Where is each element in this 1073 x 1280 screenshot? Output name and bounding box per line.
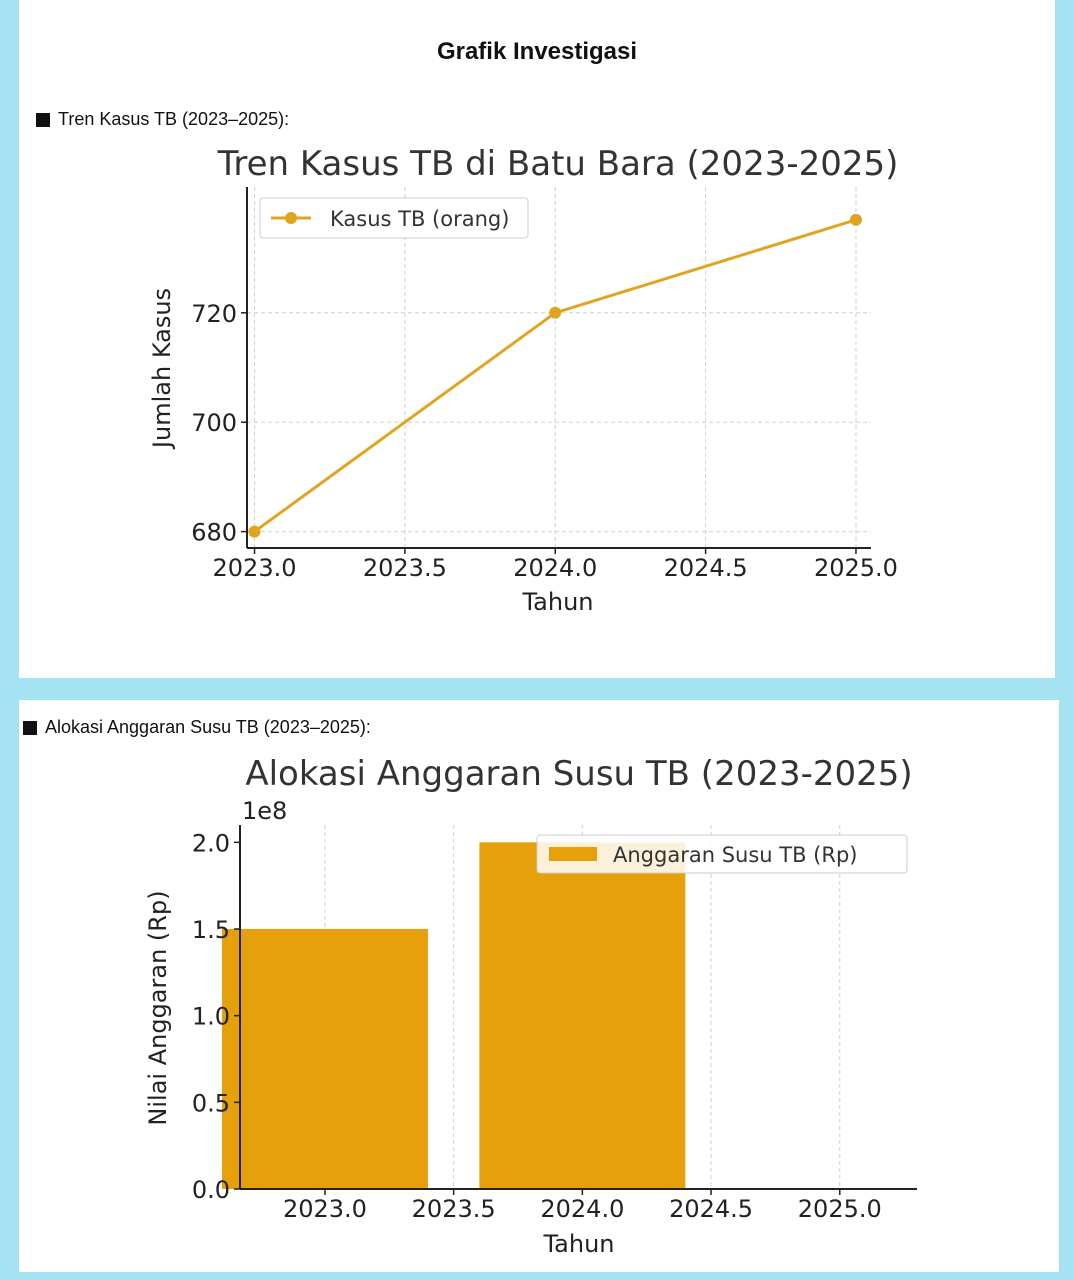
y-axis-label: Nilai Anggaran (Rp): [144, 890, 172, 1125]
square-bullet-icon: [23, 720, 37, 735]
legend-label: Anggaran Susu TB (Rp): [613, 843, 857, 867]
section-label-text: Tren Kasus TB (2023–2025):: [58, 109, 290, 129]
section-label-text: Alokasi Anggaran Susu TB (2023–2025):: [45, 717, 371, 737]
y-tick-labels: 680 700 720: [191, 300, 247, 547]
y-tick-label: 0.5: [192, 1089, 230, 1117]
bars: [221, 842, 686, 1189]
chart-panel-top: Grafik Investigasi Tren Kasus TB (2023–2…: [19, 0, 1055, 678]
x-tick-label: 2024.0: [513, 554, 597, 582]
section-label-budget: Alokasi Anggaran Susu TB (2023–2025):: [23, 717, 371, 738]
x-axis-label: Tahun: [521, 588, 593, 616]
x-tick-label: 2024.0: [540, 1195, 624, 1223]
chart-title: Tren Kasus TB di Batu Bara (2023-2025): [217, 144, 899, 184]
y-axis-label: Jumlah Kasus: [148, 288, 176, 450]
x-tick-label: 2023.5: [412, 1195, 496, 1223]
data-point: [248, 525, 261, 538]
x-tick-label: 2023.0: [213, 554, 297, 582]
x-tick-label: 2023.5: [363, 554, 447, 582]
x-tick-label: 2025.0: [798, 1195, 882, 1223]
series-points: [248, 213, 862, 538]
bar: [221, 929, 428, 1189]
y-tick-label: 1.0: [192, 1003, 230, 1031]
x-tick-labels: 2023.0 2023.5 2024.0 2024.5 2025.0: [213, 548, 898, 582]
legend-box: [536, 834, 908, 874]
data-point: [849, 213, 862, 226]
page-heading: Grafik Investigasi: [436, 38, 638, 65]
y-tick-label: 720: [191, 300, 237, 328]
y-tick-label: 680: [191, 519, 237, 547]
legend: Kasus TB (orang): [259, 197, 529, 239]
x-tick-label: 2024.5: [669, 1195, 753, 1223]
legend-marker-icon: [285, 212, 297, 224]
budget-bar-chart: Alokasi Anggaran Susu TB (2023-2025) 1e8…: [144, 754, 917, 1258]
x-tick-labels: 2023.0 2023.5 2024.0 2024.5 2025.0: [283, 1189, 882, 1223]
y-tick-label: 2.0: [192, 829, 230, 857]
data-point: [549, 306, 562, 319]
grid-lines: [247, 187, 871, 548]
legend-box: [259, 197, 529, 239]
y-tick-label: 700: [191, 409, 237, 437]
x-tick-label: 2023.0: [283, 1195, 367, 1223]
y-tick-label: 1.5: [192, 916, 230, 944]
bar: [479, 842, 686, 1189]
square-bullet-icon: [36, 112, 50, 127]
section-label-tb-cases: Tren Kasus TB (2023–2025):: [36, 109, 289, 130]
chart-title: Alokasi Anggaran Susu TB (2023-2025): [245, 754, 912, 794]
legend: Anggaran Susu TB (Rp): [536, 834, 908, 874]
legend-swatch-icon: [549, 847, 597, 861]
legend-label: Kasus TB (orang): [330, 207, 509, 231]
tb-cases-line-chart: Tren Kasus TB di Batu Bara (2023-2025) 2…: [148, 144, 899, 616]
x-tick-label: 2024.5: [664, 554, 748, 582]
y-tick-labels: 0.0 0.5 1.0 1.5 2.0: [192, 829, 240, 1204]
y-offset-label: 1e8: [242, 797, 287, 825]
chart-panel-bottom: Alokasi Anggaran Susu TB (2023–2025): Al…: [19, 700, 1059, 1272]
y-tick-label: 0.0: [192, 1176, 230, 1204]
x-axis-label: Tahun: [542, 1230, 614, 1258]
x-tick-label: 2025.0: [814, 554, 898, 582]
